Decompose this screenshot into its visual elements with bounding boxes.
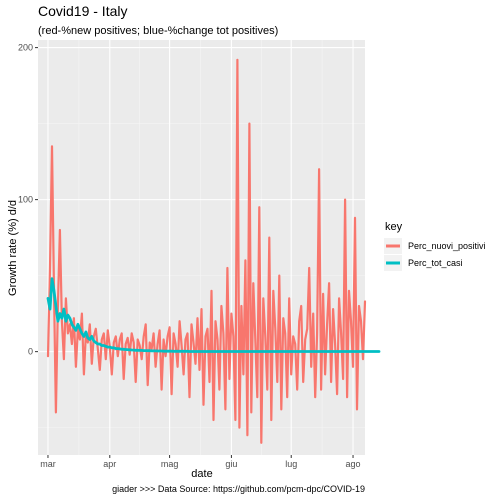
y-tick-label: 0 (28, 347, 33, 357)
x-tick-label: ago (346, 459, 361, 469)
series-line-perc-nuovi-positivi (46, 58, 367, 444)
x-tick-label: mar (40, 459, 56, 469)
chart-subtitle: (red-%new positives; blue-%change tot po… (38, 25, 278, 37)
series-layer (46, 58, 381, 444)
y-tick-label: 100 (18, 195, 33, 205)
x-axis-title: date (191, 468, 212, 480)
x-tick-label: lug (285, 459, 297, 469)
chart-title: Covid19 - Italy (38, 3, 127, 19)
y-tick-label: 200 (18, 43, 33, 53)
x-tick-label: apr (103, 459, 116, 469)
series-line-perc-tot-casi (46, 277, 381, 353)
legend: key Perc_nuovi_positivi Perc_tot_casi (384, 221, 486, 271)
chart-caption: giader >>> Data Source: https://github.c… (112, 484, 365, 494)
x-tick-label: giu (225, 459, 237, 469)
y-axis: 0 100 200 (18, 43, 38, 357)
legend-label: Perc_tot_casi (408, 258, 463, 268)
plot-panel (38, 40, 365, 455)
x-tick-label: mag (161, 459, 179, 469)
x-axis: mar apr mag giu lug ago (40, 455, 361, 469)
legend-label: Perc_nuovi_positivi (408, 241, 486, 251)
legend-title: key (385, 221, 403, 233)
y-axis-title: Growth rate (%) d/d (7, 200, 19, 296)
